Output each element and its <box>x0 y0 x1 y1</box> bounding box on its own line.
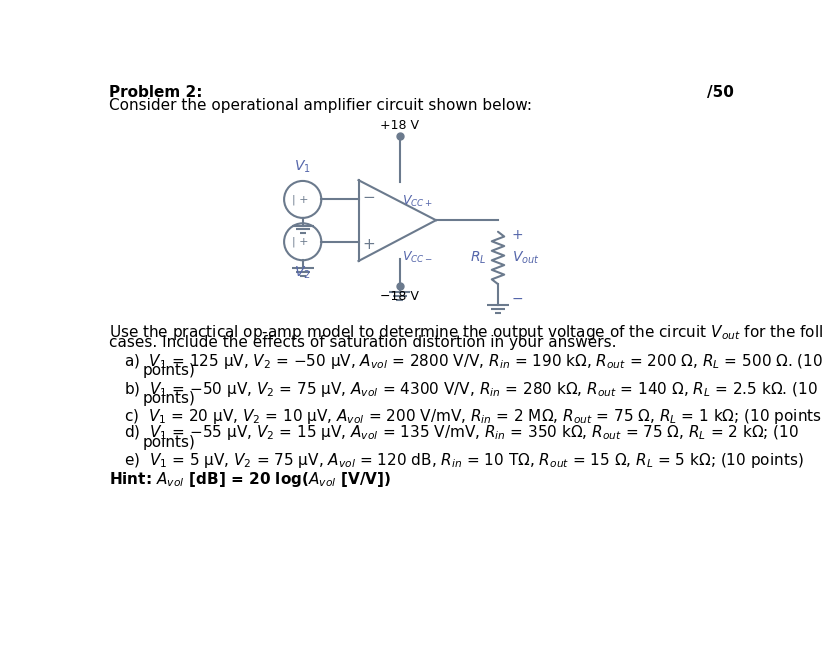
Text: a)  $V_1$ = 125 μV, $V_2$ = −50 μV, $A_{vol}$ = 2800 V/V, $R_{in}$ = 190 kΩ, $R_: a) $V_1$ = 125 μV, $V_2$ = −50 μV, $A_{v… <box>124 352 822 371</box>
Text: −: − <box>363 191 375 205</box>
Text: points): points) <box>143 364 196 378</box>
Text: +18 V: +18 V <box>380 119 419 132</box>
Text: $V_2$: $V_2$ <box>294 265 311 281</box>
Text: Hint: $\mathit{A_{vol}}$ [dB] = 20 log($\mathit{A_{vol}}$ [V/V]): Hint: $\mathit{A_{vol}}$ [dB] = 20 log($… <box>109 470 391 489</box>
Text: −18 V: −18 V <box>380 290 419 303</box>
Text: $V_1$: $V_1$ <box>294 158 311 175</box>
Text: d)  $V_1$ = −55 μV, $V_2$ = 15 μV, $A_{vol}$ = 135 V/mV, $R_{in}$ = 350 kΩ, $R_{: d) $V_1$ = −55 μV, $V_2$ = 15 μV, $A_{vo… <box>124 424 800 443</box>
Text: +: + <box>512 228 524 242</box>
Text: Consider the operational amplifier circuit shown below:: Consider the operational amplifier circu… <box>109 98 532 113</box>
Text: e)  $V_1$ = 5 μV, $V_2$ = 75 μV, $A_{vol}$ = 120 dB, $R_{in}$ = 10 TΩ, $R_{out}$: e) $V_1$ = 5 μV, $V_2$ = 75 μV, $A_{vol}… <box>124 451 804 470</box>
Text: | +: | + <box>292 237 308 247</box>
Text: −: − <box>512 292 524 306</box>
Text: points): points) <box>143 391 196 406</box>
Text: /50: /50 <box>707 86 733 100</box>
Text: $V_{CC+}$: $V_{CC+}$ <box>402 194 432 209</box>
Text: +: + <box>363 237 375 252</box>
Text: b)  $V_1$ = −50 μV, $V_2$ = 75 μV, $A_{vol}$ = 4300 V/V, $R_{in}$ = 280 kΩ, $R_{: b) $V_1$ = −50 μV, $V_2$ = 75 μV, $A_{vo… <box>124 380 818 399</box>
Text: c)  $V_1$ = 20 μV, $V_2$ = 10 μV, $A_{vol}$ = 200 V/mV, $R_{in}$ = 2 MΩ, $R_{out: c) $V_1$ = 20 μV, $V_2$ = 10 μV, $A_{vol… <box>124 408 822 426</box>
Text: cases. Include the effects of saturation distortion in your answers.: cases. Include the effects of saturation… <box>109 335 616 350</box>
Text: Problem 2:: Problem 2: <box>109 86 202 100</box>
Text: points): points) <box>143 435 196 450</box>
Text: | +: | + <box>292 194 308 205</box>
Text: Use the practical op-amp model to determine the output voltage of the circuit $V: Use the practical op-amp model to determ… <box>109 323 822 341</box>
Text: $V_{out}$: $V_{out}$ <box>512 249 540 266</box>
Text: $V_{CC-}$: $V_{CC-}$ <box>402 249 432 264</box>
Text: $R_L$: $R_L$ <box>470 249 487 266</box>
